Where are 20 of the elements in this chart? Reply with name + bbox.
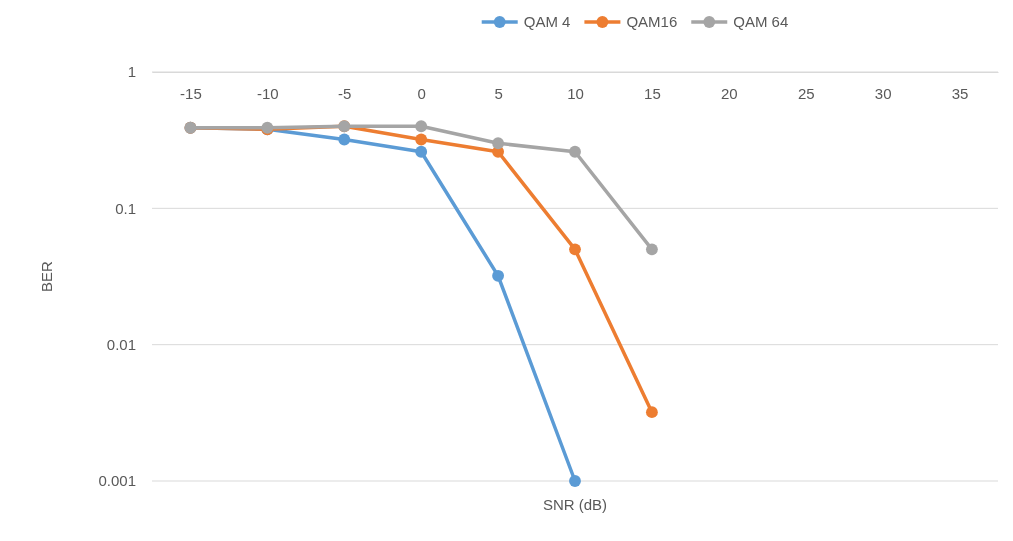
legend-label: QAM16 — [626, 13, 678, 31]
x-tick-label: 10 — [567, 84, 584, 102]
x-axis-title: SNR (dB) — [542, 496, 608, 513]
y-tick-label: 0.1 — [115, 199, 136, 217]
x-tick-label: 5 — [494, 84, 503, 102]
y-tick-label: 0.001 — [98, 472, 136, 490]
x-tick-label: -5 — [338, 84, 352, 102]
x-tick-label: 15 — [644, 84, 661, 102]
y-axis-title: BER — [38, 260, 55, 292]
x-tick-label: -15 — [180, 84, 202, 102]
y-tick-label: 0.01 — [106, 335, 136, 353]
legend-label: QAM 64 — [733, 13, 789, 31]
x-tick-label: -10 — [257, 84, 279, 102]
x-tick-label: 35 — [951, 84, 969, 102]
y-tick-label: 1 — [127, 63, 136, 81]
x-tick-label: 25 — [797, 84, 815, 102]
x-tick-label: 30 — [874, 84, 892, 102]
legend-label: QAM 4 — [523, 13, 571, 31]
x-tick-label: 0 — [417, 84, 426, 102]
x-tick-label: 20 — [720, 84, 738, 102]
